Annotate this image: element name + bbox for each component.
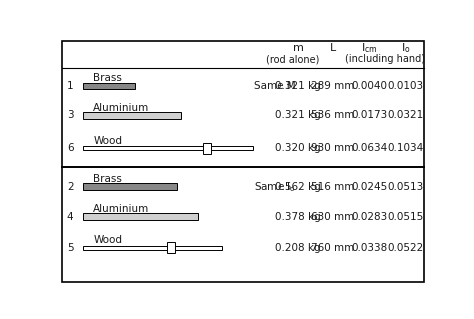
Text: 0.0245: 0.0245 (351, 182, 387, 192)
Text: 760 mm: 760 mm (311, 243, 355, 253)
Text: 5: 5 (67, 243, 73, 253)
Text: 0.321 kg: 0.321 kg (275, 110, 321, 120)
Text: Same I$_{\mathregular{o}}$: Same I$_{\mathregular{o}}$ (254, 180, 296, 194)
Text: (rod alone): (rod alone) (266, 54, 319, 64)
Text: 0.0515: 0.0515 (388, 212, 424, 222)
Bar (82, 183, 177, 190)
Text: 0.0522: 0.0522 (388, 243, 424, 253)
Text: 0.378 kg: 0.378 kg (275, 212, 321, 222)
Text: 2: 2 (67, 182, 73, 192)
Text: 3: 3 (67, 110, 73, 120)
Text: 0.0634: 0.0634 (351, 143, 387, 153)
Text: L: L (330, 43, 336, 53)
Text: 0.0103: 0.0103 (388, 81, 424, 91)
Text: Brass: Brass (93, 73, 122, 83)
Text: m: m (292, 43, 303, 53)
Text: 0.0513: 0.0513 (388, 182, 424, 192)
Text: 930 mm: 930 mm (311, 143, 355, 153)
Text: 6: 6 (67, 143, 73, 153)
Text: Wood: Wood (93, 235, 122, 245)
Text: Aluminium: Aluminium (93, 204, 150, 214)
Text: 0.0338: 0.0338 (351, 243, 387, 253)
Text: 0.0321: 0.0321 (388, 110, 424, 120)
Text: 1: 1 (67, 81, 73, 91)
Text: 0.321 kg: 0.321 kg (275, 81, 321, 91)
Bar (82, 213, 198, 220)
Bar (82, 83, 135, 90)
Text: 289 mm: 289 mm (311, 81, 355, 91)
Text: (including hand): (including hand) (345, 54, 425, 64)
Text: 0.0283: 0.0283 (351, 212, 387, 222)
Text: Aluminium: Aluminium (93, 103, 150, 113)
Bar (203, 143, 211, 154)
Text: Wood: Wood (93, 136, 122, 146)
Text: Same M: Same M (254, 81, 295, 91)
Text: Brass: Brass (93, 174, 122, 184)
Bar (82, 112, 181, 119)
Text: 0.320 kg: 0.320 kg (275, 143, 321, 153)
Text: 630 mm: 630 mm (311, 212, 355, 222)
Bar (167, 242, 175, 253)
Text: 516 mm: 516 mm (311, 182, 355, 192)
Text: I$_{\mathregular{o}}$: I$_{\mathregular{o}}$ (401, 41, 410, 55)
Bar (82, 146, 253, 150)
Text: 0.1034: 0.1034 (388, 143, 424, 153)
Text: I$_{\mathregular{cm}}$: I$_{\mathregular{cm}}$ (361, 41, 378, 55)
Text: 4: 4 (67, 212, 73, 222)
Text: 536 mm: 536 mm (311, 110, 355, 120)
Text: 0.0173: 0.0173 (351, 110, 387, 120)
Bar (82, 246, 222, 250)
Text: 0.0040: 0.0040 (351, 81, 387, 91)
Text: 0.208 kg: 0.208 kg (275, 243, 321, 253)
Text: 0.562 kg: 0.562 kg (275, 182, 321, 192)
